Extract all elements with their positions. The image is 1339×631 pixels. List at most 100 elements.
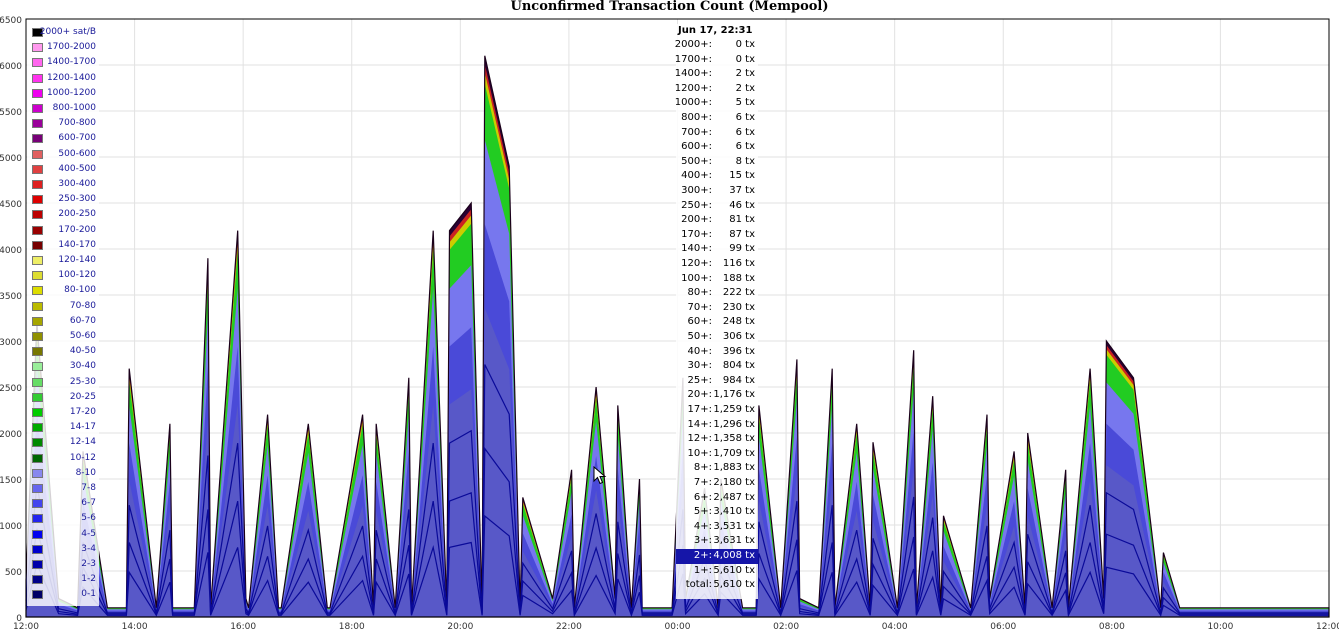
legend-item[interactable]: 120-140 [27,253,99,268]
legend-item[interactable]: 400-500 [27,162,99,177]
legend-item[interactable]: 60-70 [27,314,99,329]
band-divider-line [25,514,1329,618]
legend-label: 140-170 [58,239,96,250]
tooltip-key: 120+: [681,258,712,269]
legend-item[interactable]: 300-400 [27,177,99,192]
legend-item[interactable]: 2-3 [27,557,99,572]
plot-frame [25,18,1330,618]
y-tick-label: 6000 [0,62,22,72]
legend-item[interactable]: 20-25 [27,390,99,405]
legend-item[interactable]: 500-600 [27,147,99,162]
x-tick-label: 22:00 [556,622,582,631]
legend-label: 17-20 [69,407,96,417]
legend-swatch [32,195,43,205]
tooltip-key: 400+: [681,170,712,182]
legend-label: 170-200 [58,224,96,235]
legend-label: 70-80 [69,300,96,311]
legend-item[interactable]: 800-1000 [27,101,99,116]
legend-item[interactable]: 1400-1700 [27,55,99,70]
tooltip-value: 1,358 tx [713,433,755,445]
legend-item[interactable]: 1-2 [27,572,99,587]
tooltip-value: 87 tx [729,228,755,240]
x-tick-label: 14:00 [122,622,148,631]
tooltip-key: 800+: [681,112,712,123]
legend-item[interactable]: 700-800 [27,116,99,131]
y-tick-label: 2000 [0,430,22,440]
legend-item[interactable]: 7-8 [27,481,99,496]
legend-item[interactable]: 6-7 [27,496,99,511]
tooltip-value: 81 tx [729,214,755,226]
y-tick-label: 500 [5,568,22,578]
legend-item[interactable]: 1200-1400 [27,71,99,86]
tooltip-row: 170+: 87 tx [676,228,758,243]
tooltip-value: 222 tx [722,287,755,299]
legend-item[interactable]: 17-20 [27,405,99,420]
mouse-pointer-icon [593,466,607,485]
legend-item[interactable]: 100-120 [27,268,99,283]
tooltip-value: 1,176 tx [713,389,755,401]
legend-item[interactable]: 140-170 [27,238,99,253]
legend-item[interactable]: 40-50 [27,344,99,359]
legend-label: 200-250 [58,209,96,220]
legend-swatch [32,392,43,402]
legend-item[interactable]: 8-10 [27,466,99,481]
legend-item[interactable]: 250-300 [27,192,99,207]
tooltip-row: 6+: 2,487 tx [676,491,758,506]
legend-item[interactable]: 3-4 [27,542,99,557]
tooltip-row: 25+: 984 tx [676,374,758,389]
legend-item[interactable]: 0-1 [27,587,99,602]
legend-item[interactable]: 80-100 [27,283,99,298]
tooltip-row: 50+: 306 tx [676,330,758,345]
legend-item[interactable]: 200-250 [27,207,99,222]
legend-swatch [32,514,43,524]
tooltip-key: 1+: [693,564,712,576]
legend-item[interactable]: 4-5 [27,527,99,542]
x-tick-label: 20:00 [447,622,473,631]
legend-label: 2000+ sat/B [39,27,96,37]
tooltip-key: 10+: [687,447,712,459]
legend-label: 80-100 [64,285,96,296]
tooltip-row: 1700+: 0 tx [675,53,758,68]
legend-item[interactable]: 25-30 [27,375,99,390]
legend-item[interactable]: 1700-2000 [27,40,99,55]
legend-item[interactable]: 14-17 [27,420,99,435]
tooltip-row: 8+: 1,883 tx [676,461,758,476]
legend-item[interactable]: 50-60 [27,329,99,344]
tooltip-key: total: [685,579,712,591]
tooltip-key: 12+: [687,433,712,445]
y-tick-label: 3500 [0,292,22,302]
legend-swatch [32,43,43,53]
tooltip-row: 4+: 3,531 tx [676,520,758,535]
legend-swatch [32,544,43,554]
legend-item[interactable]: 1000-1200 [27,86,99,101]
tooltip-value: 99 tx [729,243,755,255]
tooltip-key: 4+: [693,520,712,532]
tooltip-key: 3+: [693,535,712,547]
legend-label: 1000-1200 [46,87,96,98]
tooltip-key: 700+: [681,126,712,138]
legend-item[interactable]: 5-6 [27,511,99,526]
tooltip-row: 7+: 2,180 tx [676,476,758,491]
tooltip-row: 400+: 15 tx [676,169,758,184]
tooltip-row: 200+: 81 tx [676,213,758,228]
legend-item[interactable]: 70-80 [27,299,99,314]
tooltip-value: 4,008 tx [713,550,755,561]
legend-item[interactable]: 170-200 [27,223,99,238]
tooltip-row: 1400+: 2 tx [675,67,758,82]
legend-item[interactable]: 10-12 [27,451,99,466]
tooltip-value: 396 tx [722,345,755,357]
tooltip-value: 5,610 tx [713,579,755,591]
tooltip-key: 1000+: [674,97,712,109]
legend-item[interactable]: 600-700 [27,131,99,146]
tooltip-row: 30+: 804 tx [676,359,758,374]
tooltip-time: Jun 17, 22:31 [678,25,753,36]
legend-label: 300-400 [58,179,96,189]
legend-swatch [32,256,43,265]
legend-label: 8-10 [75,467,96,478]
legend-item[interactable]: 12-14 [27,435,99,450]
legend-item[interactable]: 30-40 [27,359,99,374]
tooltip-row: 80+: 222 tx [676,286,758,301]
legend-label: 400-500 [58,163,96,174]
legend-item[interactable]: 2000+ sat/B [27,25,99,40]
